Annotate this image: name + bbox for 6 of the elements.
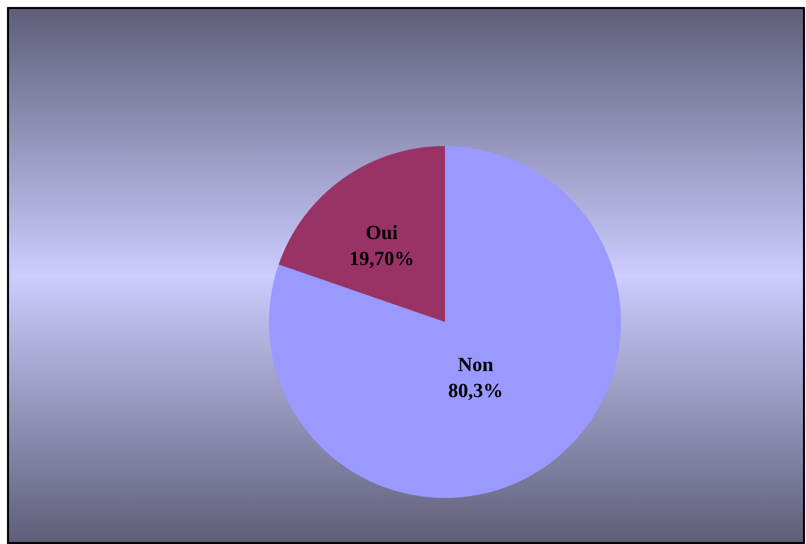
pie-slice	[269, 146, 621, 498]
slice-label: Oui	[366, 222, 398, 244]
slice-label: Non	[458, 354, 494, 376]
data-label: 80,3%	[448, 380, 504, 402]
data-label: 19,70%	[349, 248, 414, 270]
pie-slice	[278, 146, 445, 322]
